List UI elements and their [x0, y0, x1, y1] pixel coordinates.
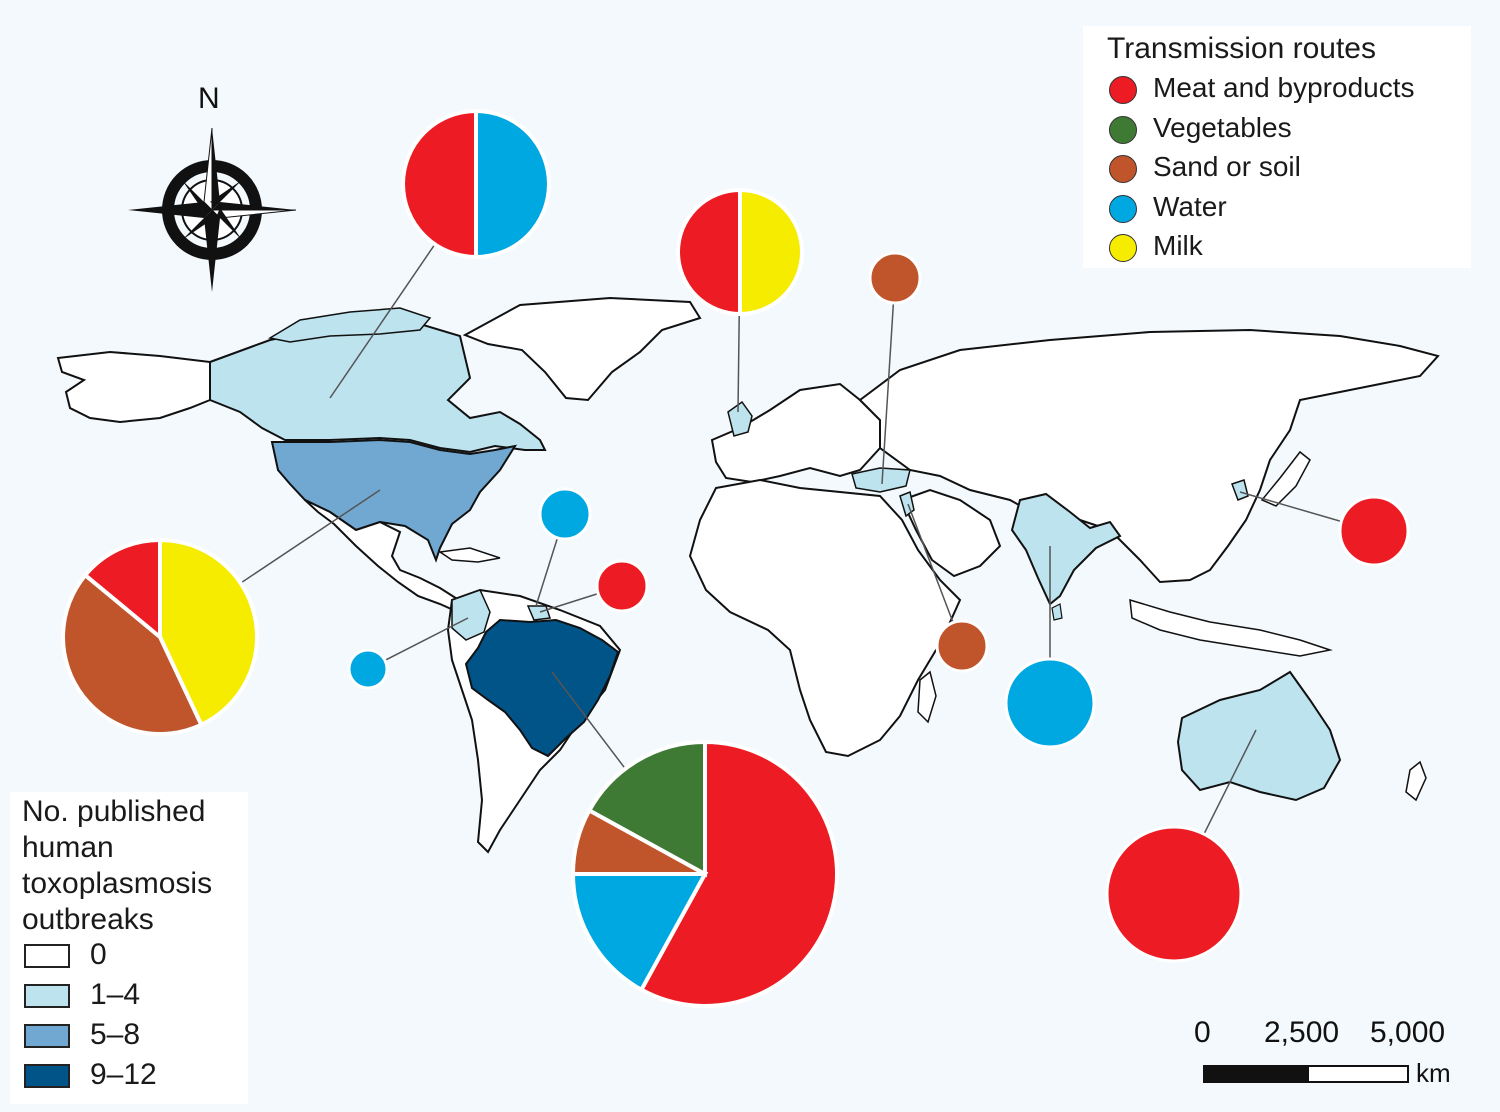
route-legend-label: Vegetables [1153, 111, 1292, 143]
pie-turkey [868, 251, 922, 305]
region-sri-lanka [1051, 603, 1063, 621]
route-legend-label: Milk [1153, 230, 1203, 261]
region-alaska [56, 350, 211, 424]
outbreak-count-legend: No. published human toxoplasmosis outbre… [10, 792, 248, 1104]
region-india [1010, 492, 1122, 606]
scale-bar-unit: km [1416, 1058, 1451, 1088]
scale-tick-label: 5,000 [1370, 1016, 1446, 1049]
region-japan [1260, 450, 1311, 507]
pie-brazil [570, 739, 840, 1008]
region-caribbean [437, 547, 501, 563]
region-australia [1176, 670, 1342, 802]
region-french-guiana [526, 605, 552, 621]
route-legend-label: Sand or soil [1153, 151, 1301, 182]
north-label: N [198, 82, 220, 115]
land-layer [56, 296, 1440, 854]
route-legend-label: Meat and byproducts [1153, 72, 1415, 103]
route-legend-swatch [1109, 234, 1137, 262]
pie-slice [1338, 495, 1410, 567]
route-legend-item: Vegetables [1107, 112, 1467, 148]
region-south-korea [1231, 479, 1249, 501]
route-legend-item: Milk [1107, 230, 1467, 266]
pie-slice [586, 739, 707, 878]
route-legend-swatch [1109, 155, 1137, 183]
pie-slice [347, 648, 389, 690]
count-legend-item: 9–12 [22, 1058, 222, 1092]
region-united-kingdom [727, 400, 753, 437]
route-legend-swatch [1109, 194, 1137, 223]
routes-legend-title: Transmission routes [1107, 32, 1376, 65]
pie-slice [1105, 825, 1243, 963]
count-legend-swatch [24, 944, 70, 968]
pie-canada [401, 108, 551, 260]
pie-slice [935, 619, 989, 673]
pie-slice [738, 187, 804, 317]
pie-australia [1105, 825, 1243, 963]
pie-slice [1004, 657, 1096, 749]
pie-india [1004, 657, 1096, 749]
pie-united-kingdom [676, 187, 804, 317]
route-legend-item: Meat and byproducts [1107, 72, 1467, 108]
pie-slice [61, 572, 204, 736]
scale-bar [1203, 1065, 1409, 1083]
pie-united-states [61, 537, 259, 736]
scale-bar-ticks: 0 2,500 5,000 [1180, 1016, 1480, 1052]
route-legend-label: Water [1153, 190, 1227, 222]
count-legend-item: 0 [22, 938, 222, 972]
region-turkey [851, 467, 911, 493]
count-legend-title: No. published human toxoplasmosis outbre… [22, 795, 213, 936]
scale-tick-label: 0 [1194, 1016, 1211, 1049]
pie-south-korea [1338, 495, 1410, 567]
region-asia [858, 328, 1440, 584]
pie-french-guiana [595, 559, 649, 613]
pie-slice [82, 537, 162, 642]
route-legend-swatch [1109, 115, 1137, 144]
pie-slice [158, 537, 259, 728]
leader-line [881, 277, 896, 485]
pie-slice [474, 108, 551, 260]
route-legend-item: Water [1107, 191, 1467, 227]
pie-panama [347, 648, 389, 690]
count-legend-label: 0 [90, 938, 107, 971]
pie-slice [570, 872, 709, 993]
pie-charts [61, 108, 1410, 1008]
region-africa [688, 478, 962, 758]
transmission-routes-legend: Transmission routes Meat and byproducts V… [1083, 26, 1471, 268]
count-legend-swatch [24, 984, 70, 1008]
region-new-zealand [1405, 760, 1427, 802]
compass-rose [128, 127, 297, 292]
region-colombia [451, 589, 491, 641]
route-legend-item: Sand or soil [1107, 151, 1467, 187]
count-legend-swatch [24, 1024, 70, 1048]
pie-israel [935, 619, 989, 673]
pie-slice [401, 108, 478, 260]
count-legend-label: 9–12 [90, 1058, 157, 1091]
pie-slice [676, 187, 742, 317]
count-legend-label: 1–4 [90, 978, 141, 1011]
region-arctic-islands [267, 307, 432, 343]
region-europe [710, 382, 881, 484]
count-legend-item: 5–8 [22, 1018, 222, 1052]
count-legend-item: 1–4 [22, 978, 222, 1012]
count-legend-swatch [24, 1064, 70, 1088]
count-legend-label: 5–8 [90, 1018, 141, 1051]
pie-slice [538, 487, 592, 541]
pie-slice [638, 739, 840, 1008]
pie-slice [868, 251, 922, 305]
region-madagascar [917, 670, 937, 724]
region-canada [209, 316, 547, 454]
route-legend-swatch [1109, 76, 1137, 104]
scale-tick-label: 2,500 [1264, 1016, 1340, 1049]
region-brazil [464, 618, 620, 758]
pie-slice [595, 559, 649, 613]
pie-colombia [538, 487, 592, 541]
region-southeast-asia-islands [1129, 598, 1333, 657]
region-greenland [462, 296, 702, 402]
